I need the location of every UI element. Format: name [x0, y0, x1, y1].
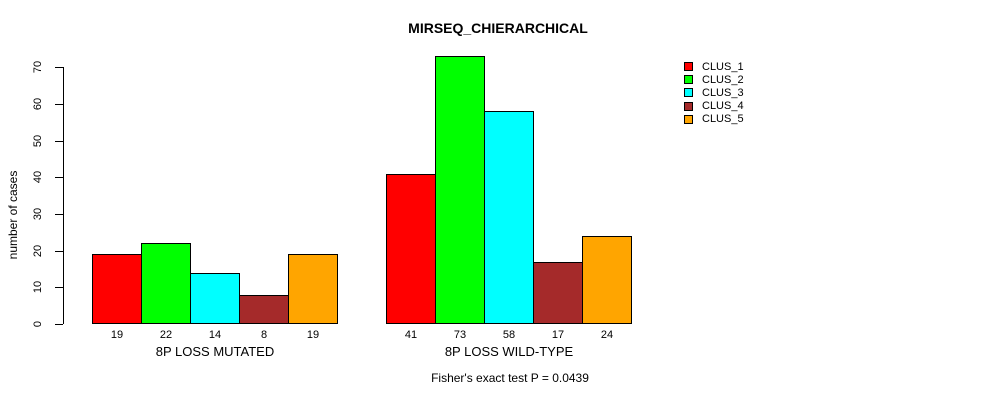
y-tick-mark: [55, 104, 63, 105]
bar-clus_1-group1: [92, 254, 142, 324]
y-tick-mark: [55, 251, 63, 252]
legend-label-clus_2: CLUS_2: [702, 73, 744, 86]
bar-clus_2-group2: [435, 56, 485, 324]
legend-swatch-clus_1: [684, 62, 693, 71]
y-tick-mark: [55, 177, 63, 178]
y-axis-line: [63, 67, 64, 324]
legend-swatch-clus_2: [684, 75, 693, 85]
bar-clus_4-group1: [239, 295, 289, 324]
bar-value-label: 41: [404, 329, 418, 341]
chart-title: MIRSEQ_CHIERARCHICAL: [408, 20, 588, 36]
bar-clus_1-group2: [386, 174, 436, 324]
y-tick-label: 0: [32, 320, 44, 328]
y-tick-mark: [55, 287, 63, 288]
bar-clus_3-group2: [484, 111, 534, 324]
x-group-label-2: 8P LOSS WILD-TYPE: [444, 344, 574, 359]
y-tick-mark: [55, 214, 63, 215]
x-group-label-1: 8P LOSS MUTATED: [155, 344, 275, 359]
bar-value-label: 24: [600, 329, 614, 341]
bar-clus_5-group2: [582, 236, 632, 324]
bar-value-label: 58: [502, 329, 516, 341]
y-tick-label: 70: [32, 60, 44, 74]
bar-clus_3-group1: [190, 273, 240, 324]
bar-value-label: 17: [551, 329, 565, 341]
y-tick-label: 30: [32, 207, 44, 221]
y-tick-label: 20: [32, 244, 44, 258]
bar-clus_4-group2: [533, 262, 583, 324]
y-tick-mark: [55, 67, 63, 68]
y-tick-label: 60: [32, 97, 44, 111]
y-tick-mark: [55, 324, 63, 325]
y-tick-label: 50: [32, 134, 44, 148]
bar-value-label: 73: [453, 329, 467, 341]
bar-value-label: 19: [110, 329, 124, 341]
legend-label-clus_4: CLUS_4: [702, 100, 744, 113]
legend-label-clus_5: CLUS_5: [702, 113, 744, 126]
y-tick-mark: [55, 141, 63, 142]
legend-swatch-clus_3: [684, 88, 693, 98]
y-tick-label: 10: [32, 280, 44, 294]
bar-value-label: 19: [306, 329, 320, 341]
bar-clus_5-group1: [288, 254, 338, 324]
bar-value-label: 22: [159, 329, 173, 341]
legend-label-clus_1: CLUS_1: [702, 60, 744, 73]
fisher-test-annotation: Fisher's exact test P = 0.0439: [431, 371, 589, 385]
bar-value-label: 8: [260, 329, 268, 341]
legend-swatch-clus_5: [684, 114, 693, 124]
bar-clus_2-group1: [141, 243, 191, 324]
bar-value-label: 14: [208, 329, 222, 341]
legend-label-clus_3: CLUS_3: [702, 86, 744, 99]
y-tick-label: 40: [32, 170, 44, 184]
legend-swatch-clus_4: [684, 101, 693, 111]
